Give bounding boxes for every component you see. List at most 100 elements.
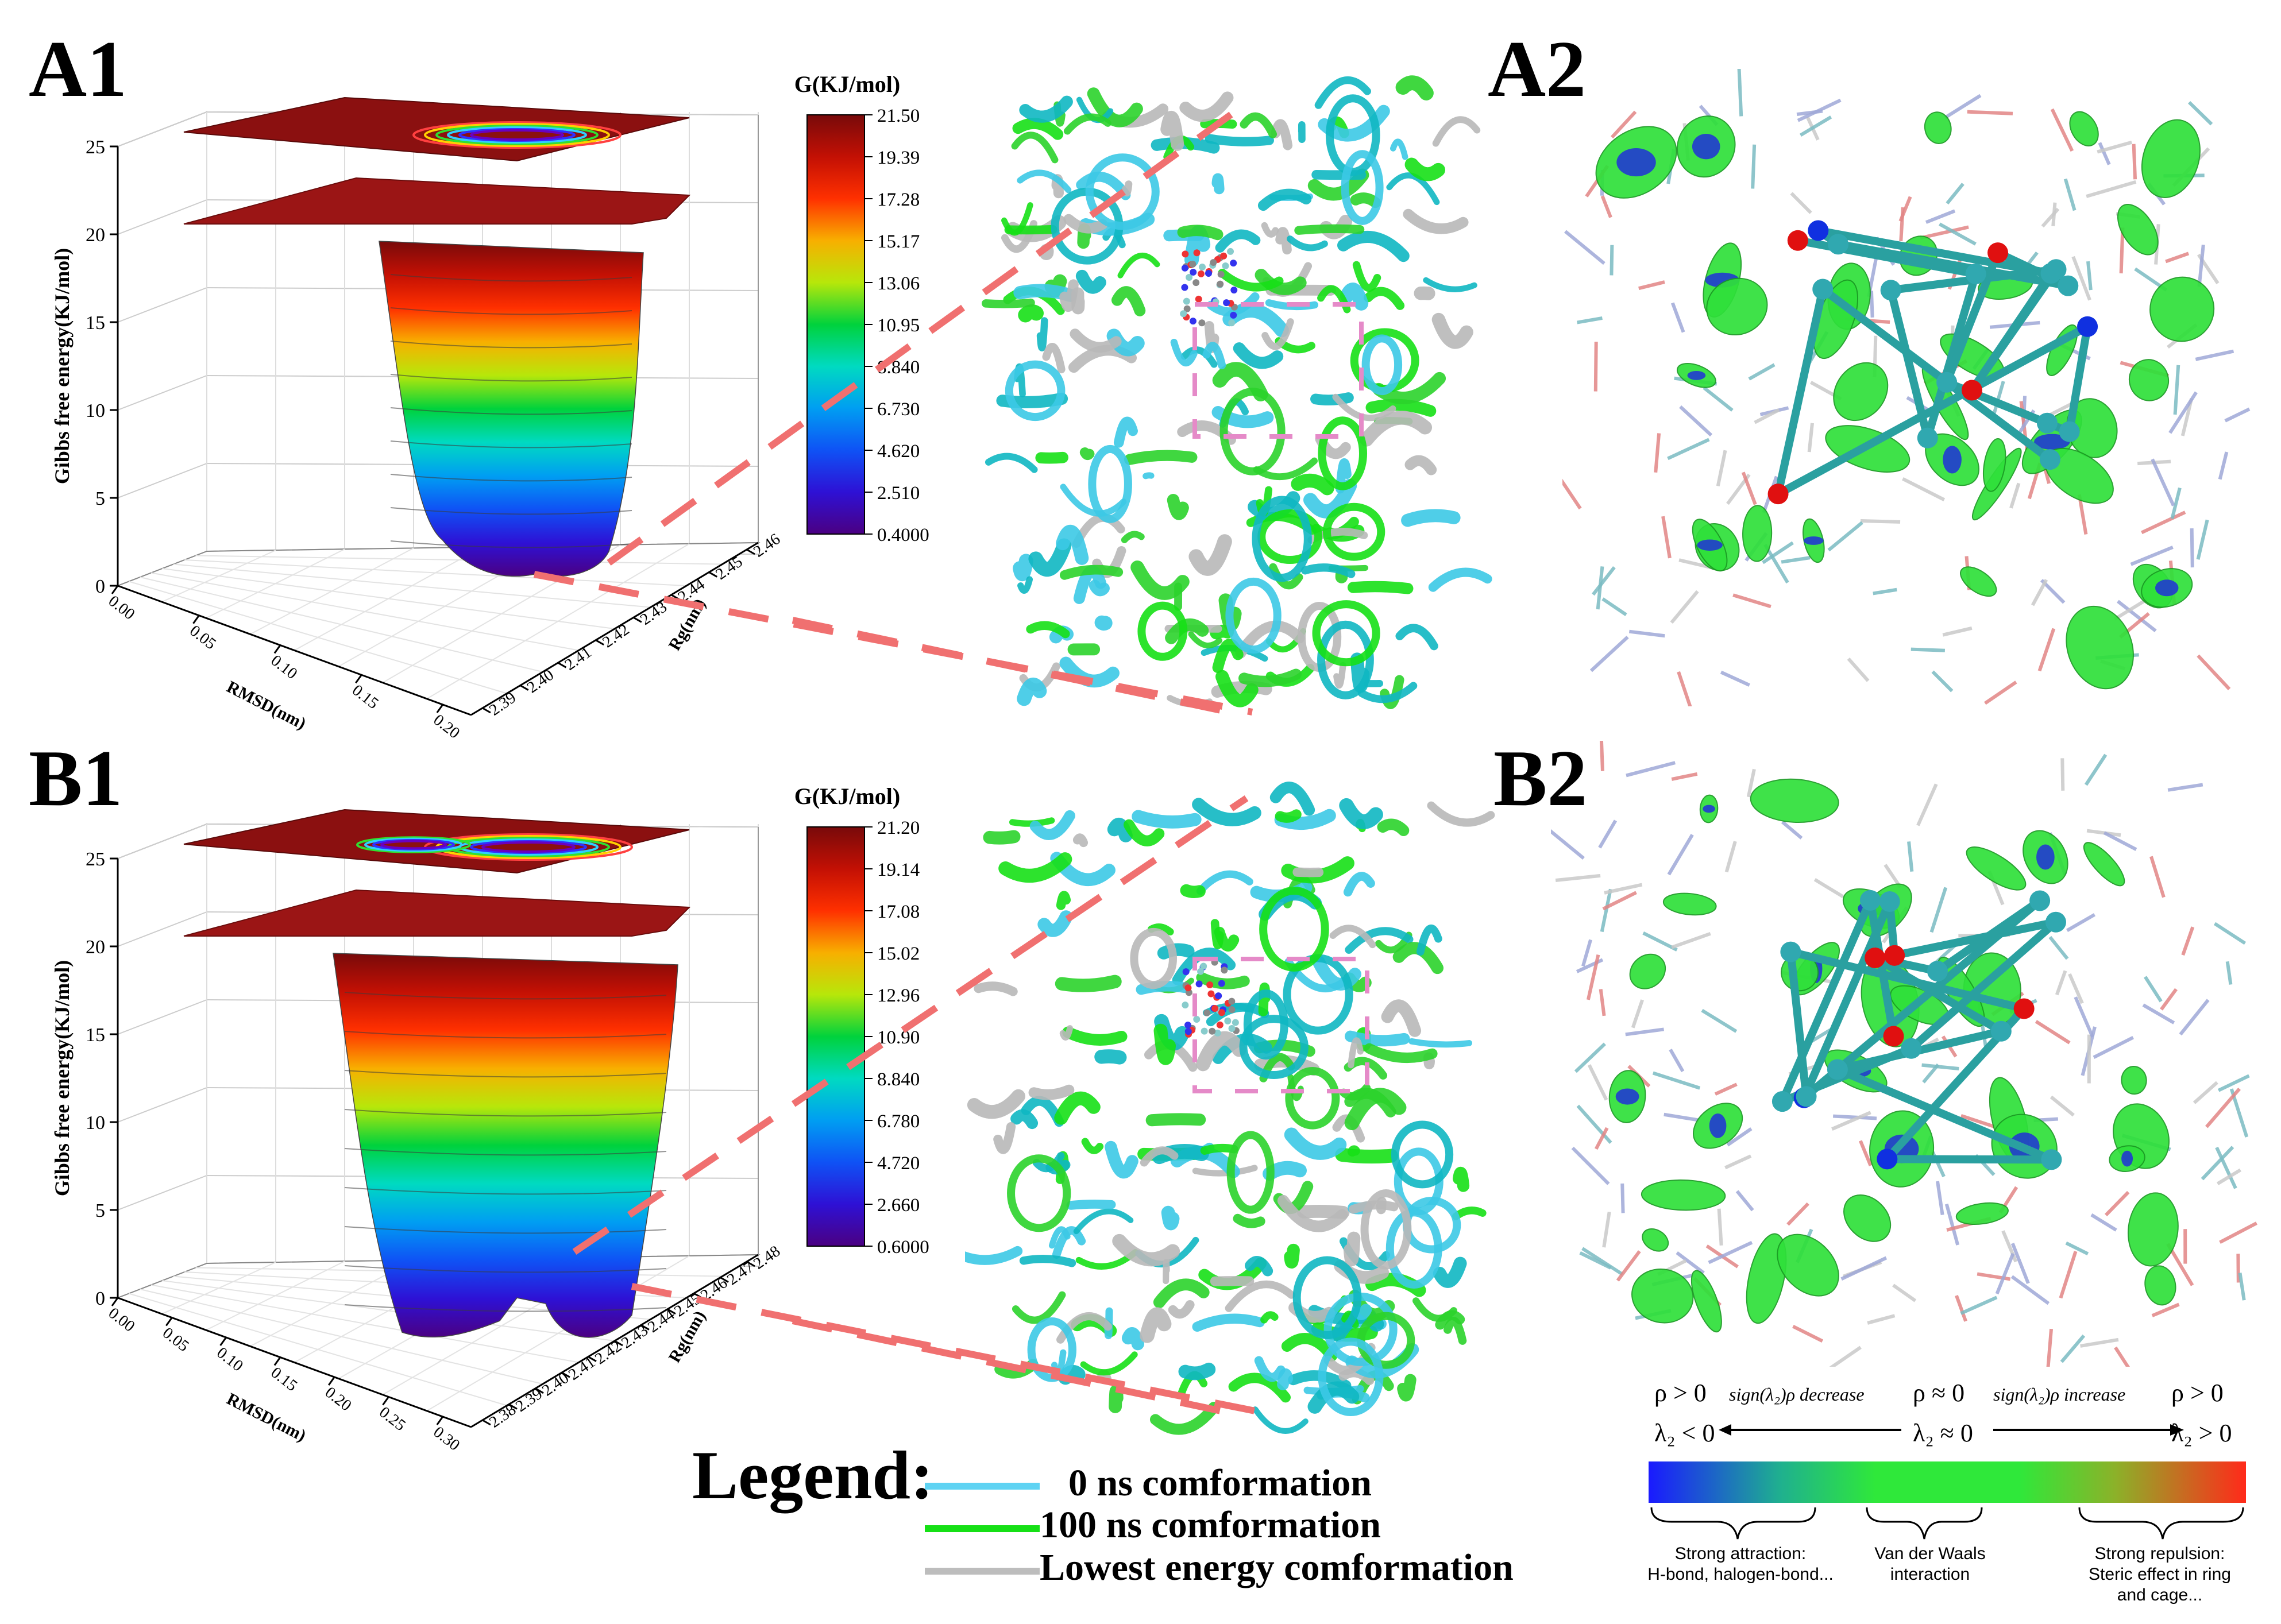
residue-stick bbox=[1592, 566, 1616, 596]
y-tick bbox=[557, 662, 567, 668]
residue-stick bbox=[1911, 647, 1946, 652]
residue-stick bbox=[1931, 670, 1954, 693]
y-tick bbox=[633, 616, 642, 623]
protein-helix bbox=[1312, 600, 1380, 667]
protein-ribbon bbox=[1329, 925, 1376, 949]
residue-stick bbox=[1984, 680, 2017, 705]
contour-ring bbox=[412, 121, 622, 149]
residue-stick bbox=[2051, 202, 2057, 226]
ligand-atom bbox=[1189, 318, 1197, 325]
residue-stick bbox=[2063, 178, 2077, 211]
nci-isosurface bbox=[1983, 438, 2006, 492]
protein-ribbon bbox=[1431, 312, 1473, 349]
zoom-line bbox=[792, 1317, 1230, 1416]
protein-ribbon bbox=[985, 453, 1038, 473]
protein-ribbon bbox=[1188, 534, 1232, 576]
y-tick bbox=[588, 1356, 597, 1362]
residue-stick bbox=[1602, 891, 1637, 911]
protein-ribbon bbox=[1094, 615, 1113, 631]
nci-isosurface bbox=[1960, 566, 1997, 597]
protein-helix bbox=[1005, 360, 1066, 422]
residue-stick bbox=[1671, 772, 1698, 781]
protein-ribbon bbox=[1036, 317, 1048, 351]
y-tick bbox=[595, 639, 604, 646]
panel-label-a2: A2 bbox=[1488, 25, 1587, 114]
ligand-atom bbox=[1796, 1086, 1817, 1107]
protein-ribbon bbox=[1307, 168, 1369, 201]
colorbar-tick-label: 2.660 bbox=[877, 1195, 920, 1216]
protein-helix bbox=[1137, 601, 1188, 661]
ligand-atom bbox=[1859, 890, 1881, 911]
protein-ribbon bbox=[1416, 924, 1442, 956]
residue-stick bbox=[1661, 516, 1672, 559]
ligand-atom bbox=[2036, 412, 2058, 434]
residue-stick bbox=[2098, 142, 2111, 165]
residue-stick bbox=[1620, 1183, 1625, 1213]
protein-structure-b bbox=[965, 782, 1495, 1435]
surface-contour bbox=[344, 1304, 667, 1312]
protein-ribbon bbox=[1364, 1043, 1438, 1064]
protein-ribbon bbox=[1386, 172, 1440, 206]
protein-ribbon bbox=[1059, 564, 1124, 580]
protein-ribbon bbox=[1055, 975, 1122, 992]
protein-ribbon bbox=[1062, 1026, 1128, 1046]
protein-ribbon bbox=[1271, 119, 1293, 150]
residue-stick bbox=[2055, 970, 2067, 996]
ligand-atom bbox=[1214, 1029, 1221, 1037]
protein-ribbon bbox=[1145, 1113, 1206, 1127]
residue-stick bbox=[1726, 1127, 1753, 1147]
z-tick-label: 10 bbox=[86, 1112, 105, 1134]
protein-ribbon bbox=[1196, 1031, 1246, 1072]
protein-ribbon bbox=[1028, 538, 1072, 577]
nci-isosurface bbox=[2121, 1065, 2147, 1095]
residue-stick bbox=[2060, 1334, 2086, 1363]
colorbar-tick-label: 10.90 bbox=[877, 1027, 920, 1048]
residue-stick bbox=[2119, 227, 2125, 274]
protein-helix bbox=[1341, 150, 1384, 225]
residue-stick bbox=[1703, 386, 1734, 412]
nci-isosurface bbox=[1706, 277, 1768, 336]
nci-isosurface bbox=[1777, 1234, 1839, 1297]
residue-stick bbox=[1797, 98, 1842, 122]
ligand-atom bbox=[1232, 1019, 1239, 1026]
panel-label-b1: B1 bbox=[29, 734, 123, 823]
residue-stick bbox=[2216, 1168, 2242, 1185]
protein-ribbon bbox=[1255, 269, 1307, 295]
ligand-atom bbox=[1184, 984, 1192, 992]
protein-ribbon bbox=[1408, 1038, 1472, 1048]
residue-stick bbox=[1562, 478, 1582, 510]
legend-title: Legend: bbox=[692, 1437, 933, 1513]
protein-ribbon bbox=[1178, 1362, 1216, 1381]
z-tick-label: 20 bbox=[86, 225, 105, 246]
residue-stick bbox=[2077, 494, 2088, 535]
nci-caption-repulsion: Strong repulsion: Steric effect in ring … bbox=[2089, 1544, 2231, 1604]
protein-helix bbox=[1085, 153, 1160, 230]
ligand-atom bbox=[1211, 1005, 1219, 1012]
nci-isosurface bbox=[2066, 605, 2134, 690]
protein-ribbon bbox=[1433, 1256, 1467, 1288]
protein-ribbon bbox=[1079, 447, 1095, 461]
protein-ribbon bbox=[1059, 279, 1079, 312]
nci-attraction-patch bbox=[1709, 1113, 1727, 1138]
protein-ribbon bbox=[1254, 1356, 1286, 1382]
nci-isosurface bbox=[1662, 892, 1717, 916]
nci-isosurface bbox=[1966, 846, 2027, 891]
ligand-atom bbox=[1780, 941, 1801, 962]
residue-stick bbox=[2093, 1035, 2134, 1060]
residue-stick bbox=[2160, 988, 2178, 1011]
residue-stick bbox=[1714, 1082, 1738, 1096]
ligand-atom bbox=[1180, 310, 1187, 318]
x-tick bbox=[273, 644, 281, 654]
nci-right-lambda: λ₂ > 0 bbox=[2171, 1419, 2232, 1447]
protein-ribbon bbox=[1010, 1109, 1039, 1130]
protein-ribbon bbox=[1340, 283, 1369, 311]
protein-ribbon bbox=[1012, 118, 1064, 140]
colorbar-tick-label: 17.28 bbox=[877, 190, 920, 210]
nci-isosurface bbox=[1629, 953, 1666, 989]
ligand-bond bbox=[1789, 948, 2025, 1013]
residue-stick bbox=[1916, 783, 1938, 826]
y-axis-line bbox=[470, 542, 759, 716]
residue-stick bbox=[1902, 477, 1946, 501]
contour-ring bbox=[447, 126, 587, 144]
